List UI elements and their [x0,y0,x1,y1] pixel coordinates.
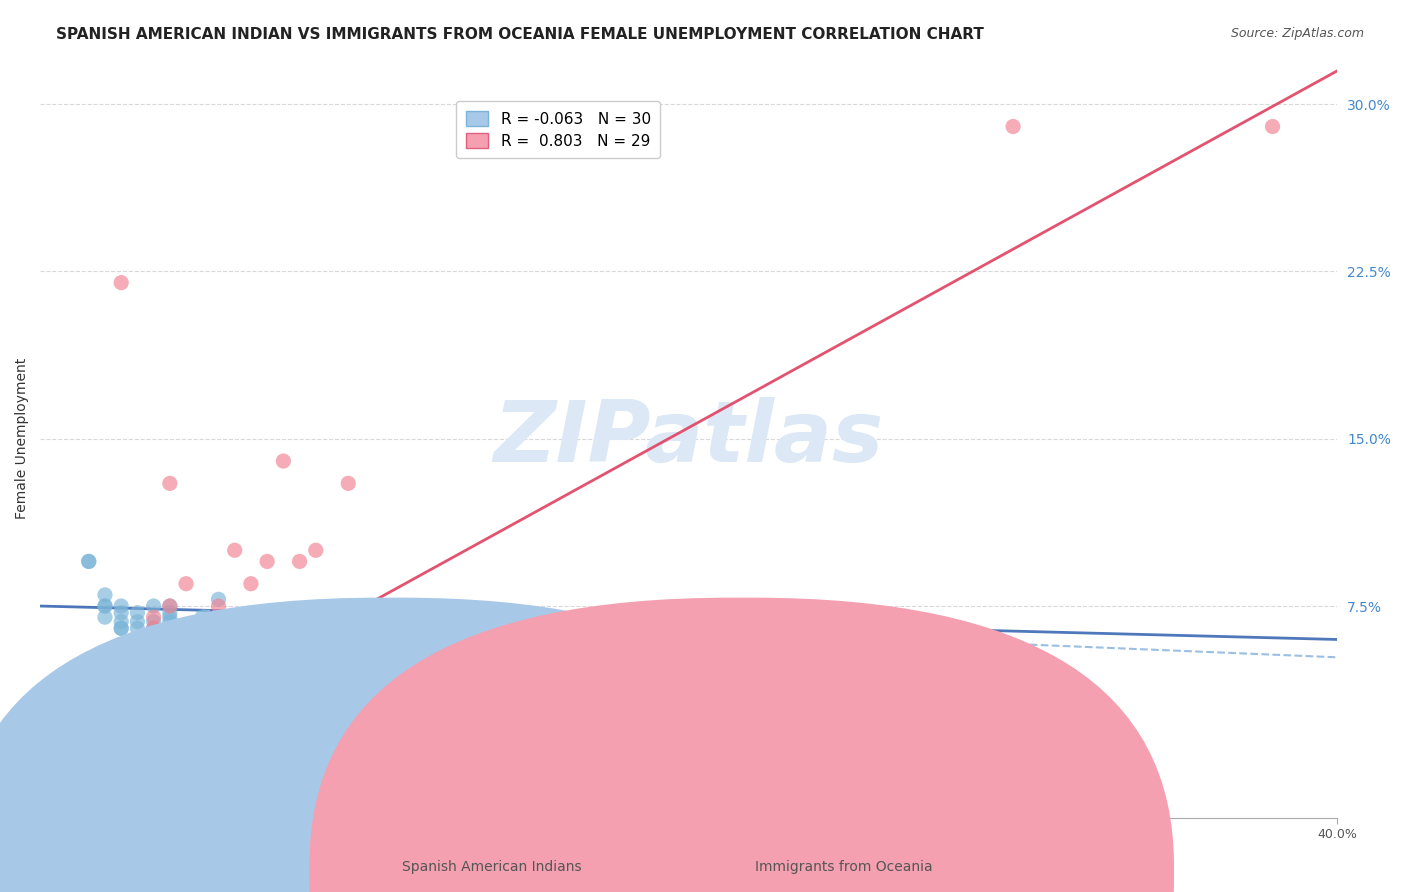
Point [353,632,375,647]
Point [531,643,554,657]
Point [94,599,117,613]
Point [94,599,117,613]
Point [110,606,132,620]
Point [207,621,229,635]
Text: Spanish American Indians: Spanish American Indians [402,860,582,874]
Point [62,688,84,702]
Point [385,621,408,635]
Point [77,655,100,669]
Point [174,576,197,591]
Point [174,621,197,635]
Point [613,621,636,635]
Point [1261,120,1284,134]
Point [94,588,117,602]
Point [127,615,149,629]
Point [337,476,360,491]
Point [159,476,181,491]
Point [402,615,425,629]
Point [77,554,100,568]
Point [110,599,132,613]
Legend: R = -0.063   N = 30, R =  0.803   N = 29: R = -0.063 N = 30, R = 0.803 N = 29 [457,102,659,158]
Text: Immigrants from Oceania: Immigrants from Oceania [755,860,932,874]
Text: Source: ZipAtlas.com: Source: ZipAtlas.com [1230,27,1364,40]
Point [110,276,132,290]
Point [142,615,165,629]
Text: ZIPatlas: ZIPatlas [494,397,884,480]
Point [288,554,311,568]
Point [418,621,440,635]
Point [305,543,328,558]
Point [370,621,392,635]
Point [191,621,214,635]
Point [207,592,229,607]
Point [224,543,246,558]
Point [1002,120,1025,134]
Point [239,576,262,591]
Point [742,621,765,635]
Point [159,610,181,624]
Point [321,615,343,629]
Point [110,621,132,635]
Point [418,615,440,629]
Point [159,606,181,620]
Point [77,554,100,568]
Point [142,621,165,635]
Point [94,610,117,624]
Point [207,599,229,613]
Point [142,610,165,624]
Point [645,615,668,629]
Point [256,554,278,568]
Point [159,615,181,629]
Y-axis label: Female Unemployment: Female Unemployment [15,358,30,519]
Point [142,621,165,635]
Point [110,615,132,629]
Point [127,621,149,635]
Point [127,606,149,620]
Point [548,621,571,635]
Point [191,621,214,635]
Point [159,599,181,613]
Point [273,454,295,468]
Point [110,621,132,635]
Point [516,621,538,635]
Point [159,599,181,613]
Point [191,610,214,624]
Point [62,722,84,736]
Point [142,599,165,613]
Text: SPANISH AMERICAN INDIAN VS IMMIGRANTS FROM OCEANIA FEMALE UNEMPLOYMENT CORRELATI: SPANISH AMERICAN INDIAN VS IMMIGRANTS FR… [56,27,984,42]
